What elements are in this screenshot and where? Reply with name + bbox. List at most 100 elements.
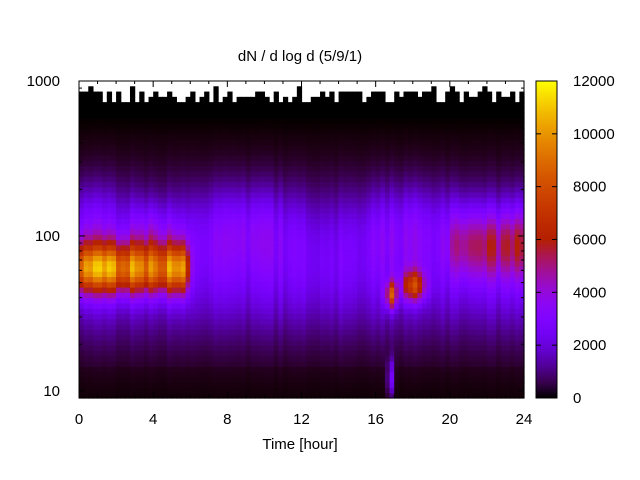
heatmap-cell (111, 350, 117, 357)
heatmap-cell (287, 123, 293, 130)
heatmap-cell (83, 334, 89, 341)
heatmap-cell (315, 165, 321, 172)
heatmap-cell (269, 128, 275, 135)
heatmap-cell (320, 265, 326, 272)
heatmap-cell (426, 392, 432, 399)
heatmap-cell (199, 387, 205, 394)
heatmap-cell (366, 176, 372, 182)
heatmap-cell (245, 244, 252, 251)
heatmap-cell (190, 149, 196, 156)
heatmap-cell (361, 382, 367, 389)
heatmap-cell (111, 281, 117, 288)
heatmap-cell (139, 96, 145, 103)
heatmap-cell (403, 112, 409, 119)
heatmap-cell (343, 197, 349, 204)
heatmap-cell (97, 371, 103, 378)
heatmap-cell (426, 228, 432, 235)
heatmap-cell (389, 324, 395, 330)
heatmap-cell (102, 260, 108, 267)
heatmap-cell (79, 181, 85, 188)
heatmap-cell (454, 255, 460, 262)
heatmap-cell (241, 302, 247, 309)
heatmap-cell (482, 366, 488, 373)
heatmap-cell (185, 96, 191, 103)
heatmap-cell (106, 160, 113, 167)
heatmap-cell (231, 371, 238, 378)
heatmap-cell (403, 345, 409, 352)
heatmap-cell (301, 276, 307, 283)
heatmap-cell (473, 144, 479, 151)
heatmap-cell (143, 265, 150, 272)
heatmap-cell (125, 223, 131, 230)
heatmap-cell (153, 102, 159, 109)
heatmap-cell (357, 361, 363, 367)
heatmap-cell (431, 265, 437, 272)
heatmap-cell (417, 382, 423, 389)
heatmap-cell (162, 170, 168, 177)
heatmap-cell (245, 265, 252, 272)
heatmap-cell (296, 207, 303, 214)
heatmap-cell (459, 191, 465, 198)
heatmap-cell (463, 91, 469, 98)
heatmap-cell (310, 297, 317, 304)
heatmap-cell (338, 392, 344, 399)
heatmap-cell (134, 154, 140, 161)
heatmap-cell (435, 329, 442, 336)
heatmap-cell (129, 371, 136, 378)
heatmap-cell (380, 202, 386, 209)
heatmap-cell (361, 128, 367, 135)
heatmap-cell (167, 271, 173, 278)
heatmap-cell (375, 191, 381, 198)
heatmap-cell (296, 318, 303, 325)
heatmap-cell (245, 271, 252, 278)
heatmap-cell (384, 255, 391, 262)
heatmap-cell (333, 165, 340, 172)
heatmap-cell (269, 133, 275, 140)
heatmap-cell (273, 350, 279, 357)
heatmap-cell (116, 376, 122, 383)
heatmap-cell (357, 112, 363, 119)
heatmap-cell (273, 186, 279, 193)
heatmap-cell (301, 297, 307, 304)
heatmap-cell (231, 239, 238, 246)
heatmap-cell (167, 112, 173, 119)
heatmap-cell (259, 260, 266, 267)
heatmap-cell (329, 308, 335, 315)
heatmap-cell (236, 302, 242, 309)
heatmap-cell (403, 186, 409, 193)
heatmap-cell (250, 324, 256, 330)
heatmap-cell (134, 350, 140, 357)
heatmap-cell (148, 228, 154, 235)
heatmap-cell (468, 329, 474, 336)
heatmap-cell (125, 366, 131, 373)
heatmap-cell (231, 271, 238, 278)
heatmap-cell (167, 234, 173, 241)
heatmap-cell (208, 154, 215, 161)
heatmap-cell (389, 234, 395, 241)
heatmap-cell (176, 387, 182, 394)
heatmap-cell (157, 371, 164, 378)
heatmap-cell (199, 324, 205, 330)
heatmap-cell (167, 292, 173, 299)
heatmap-cell (88, 345, 94, 352)
heatmap-cell (148, 345, 154, 352)
heatmap-cell (185, 265, 191, 272)
heatmap-cell (273, 281, 279, 288)
heatmap-cell (199, 186, 205, 193)
heatmap-cell (426, 313, 432, 320)
heatmap-cell (278, 244, 284, 251)
heatmap-cell (320, 308, 326, 315)
heatmap-cell (176, 128, 182, 135)
heatmap-cell (185, 271, 191, 278)
heatmap-cell (417, 334, 423, 341)
heatmap-cell (92, 308, 99, 315)
heatmap-cell (236, 218, 242, 225)
heatmap-cell (352, 265, 358, 272)
heatmap-cell (398, 234, 405, 241)
heatmap-cell (190, 139, 196, 145)
heatmap-cell (148, 355, 154, 362)
heatmap-cell (180, 149, 187, 156)
heatmap-cell (380, 207, 386, 214)
heatmap-cell (213, 244, 219, 251)
heatmap-cell (97, 387, 103, 394)
